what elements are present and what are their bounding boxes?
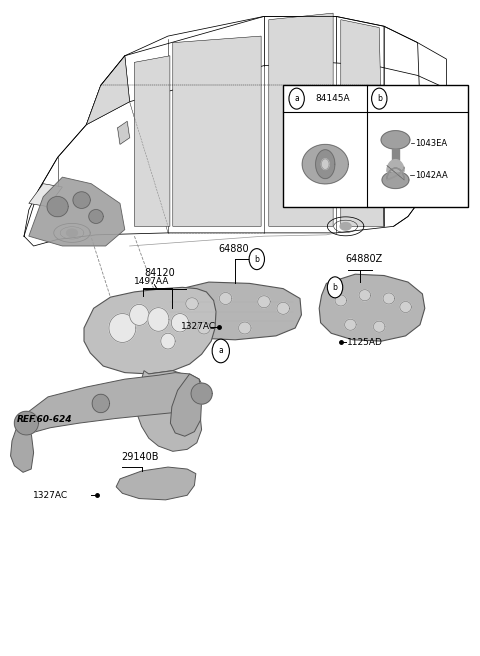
- Text: 84120: 84120: [144, 268, 175, 278]
- Polygon shape: [198, 322, 210, 334]
- Polygon shape: [92, 394, 109, 413]
- Polygon shape: [47, 197, 68, 216]
- Polygon shape: [73, 192, 90, 209]
- Polygon shape: [191, 383, 212, 404]
- Circle shape: [212, 339, 229, 363]
- Text: 84145A: 84145A: [315, 94, 349, 103]
- Polygon shape: [345, 319, 356, 330]
- Polygon shape: [14, 411, 38, 435]
- Text: 1327AC: 1327AC: [181, 322, 216, 331]
- Polygon shape: [322, 159, 329, 169]
- Polygon shape: [186, 298, 198, 310]
- Polygon shape: [11, 413, 34, 472]
- Polygon shape: [161, 333, 175, 349]
- Polygon shape: [316, 150, 335, 178]
- Text: a: a: [218, 346, 223, 356]
- Polygon shape: [269, 13, 333, 226]
- Polygon shape: [258, 296, 270, 308]
- Polygon shape: [359, 290, 371, 300]
- Text: 29140B: 29140B: [121, 452, 158, 462]
- Bar: [283, 85, 468, 207]
- Polygon shape: [392, 149, 399, 159]
- Circle shape: [249, 249, 264, 270]
- Polygon shape: [67, 229, 77, 237]
- Polygon shape: [173, 36, 261, 226]
- Polygon shape: [118, 121, 130, 144]
- Circle shape: [327, 277, 343, 298]
- Polygon shape: [373, 321, 385, 332]
- Polygon shape: [89, 210, 103, 223]
- Polygon shape: [381, 131, 410, 149]
- Polygon shape: [219, 293, 232, 304]
- Text: 1327AC: 1327AC: [33, 491, 68, 500]
- Polygon shape: [29, 184, 62, 207]
- Text: 1497AA: 1497AA: [134, 277, 170, 286]
- Polygon shape: [109, 314, 136, 342]
- Polygon shape: [158, 282, 301, 340]
- Text: 1125AD: 1125AD: [347, 338, 383, 347]
- Polygon shape: [387, 167, 404, 180]
- Polygon shape: [239, 322, 251, 334]
- Polygon shape: [171, 314, 189, 332]
- Polygon shape: [319, 274, 425, 341]
- Text: b: b: [254, 255, 259, 264]
- Text: a: a: [294, 94, 299, 103]
- Polygon shape: [84, 287, 216, 374]
- Polygon shape: [137, 371, 202, 451]
- Polygon shape: [277, 302, 289, 314]
- Polygon shape: [387, 168, 404, 180]
- Polygon shape: [116, 467, 196, 500]
- Text: 1043EA: 1043EA: [415, 138, 447, 148]
- Text: REF.60-624: REF.60-624: [17, 415, 72, 424]
- Polygon shape: [341, 20, 384, 226]
- Text: 64880Z: 64880Z: [346, 255, 383, 264]
- Polygon shape: [400, 302, 411, 312]
- Polygon shape: [148, 308, 169, 331]
- Circle shape: [372, 88, 387, 109]
- Polygon shape: [130, 304, 149, 325]
- Polygon shape: [382, 171, 409, 188]
- Polygon shape: [86, 56, 130, 125]
- Polygon shape: [170, 374, 202, 436]
- Text: b: b: [333, 283, 337, 292]
- Polygon shape: [18, 373, 204, 433]
- Text: 1042AA: 1042AA: [415, 171, 447, 180]
- Polygon shape: [387, 159, 404, 171]
- Polygon shape: [340, 222, 351, 230]
- Polygon shape: [29, 177, 125, 246]
- Polygon shape: [383, 293, 395, 304]
- Text: 64880: 64880: [218, 244, 249, 254]
- Text: b: b: [377, 94, 382, 103]
- Circle shape: [289, 88, 304, 109]
- Polygon shape: [335, 295, 347, 306]
- Polygon shape: [134, 56, 170, 226]
- Polygon shape: [302, 144, 348, 184]
